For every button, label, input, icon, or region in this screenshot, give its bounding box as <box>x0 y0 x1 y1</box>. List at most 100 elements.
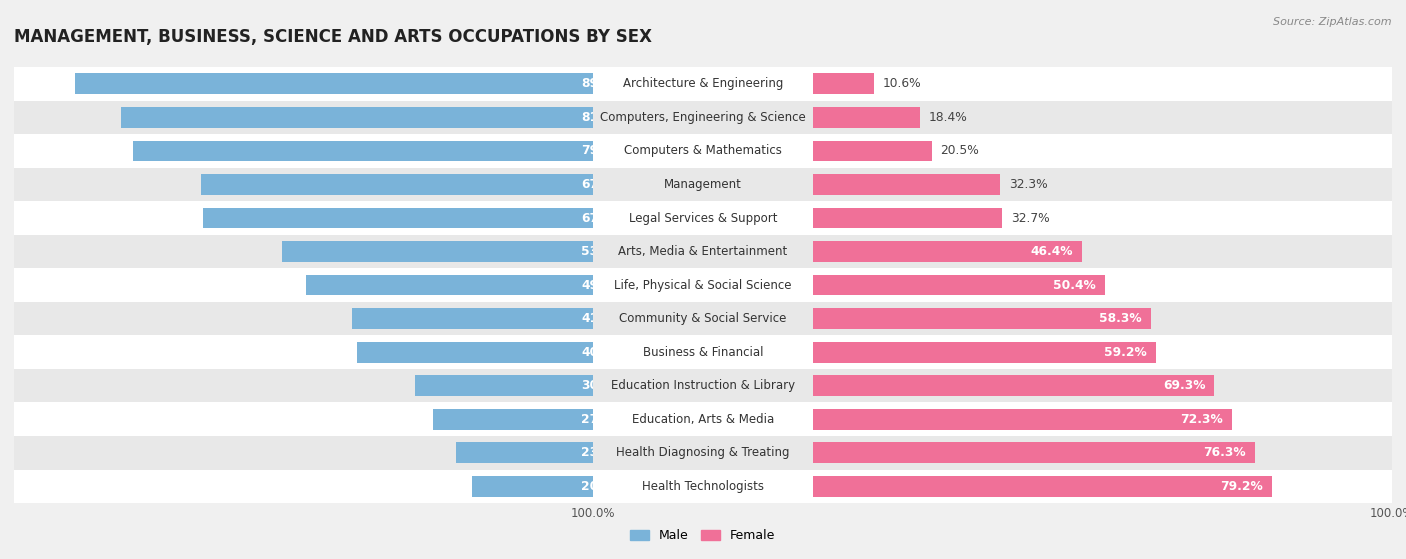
Bar <box>204 207 593 229</box>
Bar <box>456 442 593 463</box>
Bar <box>813 241 1081 262</box>
Text: 30.7%: 30.7% <box>582 379 624 392</box>
Bar <box>14 134 593 168</box>
Bar <box>593 168 813 201</box>
Bar <box>593 302 813 335</box>
Text: Arts, Media & Entertainment: Arts, Media & Entertainment <box>619 245 787 258</box>
Bar <box>593 201 813 235</box>
Bar <box>813 235 1392 268</box>
Text: 69.3%: 69.3% <box>1163 379 1205 392</box>
Bar <box>593 67 813 101</box>
Bar <box>14 101 593 134</box>
Bar <box>813 207 1002 229</box>
Bar <box>14 335 593 369</box>
Text: MANAGEMENT, BUSINESS, SCIENCE AND ARTS OCCUPATIONS BY SEX: MANAGEMENT, BUSINESS, SCIENCE AND ARTS O… <box>14 28 652 46</box>
Text: 89.4%: 89.4% <box>582 77 624 91</box>
Bar <box>357 342 593 363</box>
Text: 32.7%: 32.7% <box>1011 211 1050 225</box>
Bar <box>813 342 1156 363</box>
Bar <box>593 470 813 503</box>
Text: 58.3%: 58.3% <box>1099 312 1142 325</box>
Bar <box>201 174 593 195</box>
Bar <box>813 302 1392 335</box>
Bar <box>813 168 1392 201</box>
Bar <box>813 201 1392 235</box>
Bar <box>415 375 593 396</box>
Bar <box>121 107 593 128</box>
Text: Computers, Engineering & Science: Computers, Engineering & Science <box>600 111 806 124</box>
Text: 81.6%: 81.6% <box>582 111 624 124</box>
Bar <box>472 476 593 497</box>
Bar <box>14 470 593 503</box>
Text: Health Technologists: Health Technologists <box>643 480 763 493</box>
Text: Computers & Mathematics: Computers & Mathematics <box>624 144 782 158</box>
Bar <box>813 335 1392 369</box>
Bar <box>813 73 875 94</box>
Bar <box>813 436 1392 470</box>
Text: Business & Financial: Business & Financial <box>643 345 763 359</box>
Bar <box>593 335 813 369</box>
Bar <box>813 369 1392 402</box>
Text: 53.7%: 53.7% <box>582 245 624 258</box>
Bar <box>813 268 1392 302</box>
Bar <box>283 241 593 262</box>
Text: 18.4%: 18.4% <box>928 111 967 124</box>
Text: 40.8%: 40.8% <box>582 345 624 359</box>
Bar <box>14 67 593 101</box>
Text: Community & Social Service: Community & Social Service <box>619 312 787 325</box>
Bar <box>14 436 593 470</box>
Bar <box>813 470 1392 503</box>
Bar <box>593 134 813 168</box>
Bar <box>593 235 813 268</box>
Text: 10.6%: 10.6% <box>883 77 922 91</box>
Text: 67.7%: 67.7% <box>582 178 624 191</box>
Text: 76.3%: 76.3% <box>1204 446 1246 459</box>
Text: 20.9%: 20.9% <box>582 480 624 493</box>
Bar <box>593 402 813 436</box>
Text: Education Instruction & Library: Education Instruction & Library <box>612 379 794 392</box>
Bar <box>813 375 1215 396</box>
Bar <box>14 268 593 302</box>
Bar <box>307 274 593 296</box>
Text: 59.2%: 59.2% <box>1104 345 1147 359</box>
Text: 41.7%: 41.7% <box>582 312 624 325</box>
Bar <box>433 409 593 430</box>
Bar <box>813 442 1254 463</box>
Text: 46.4%: 46.4% <box>1031 245 1073 258</box>
Text: 32.3%: 32.3% <box>1008 178 1047 191</box>
Bar <box>14 201 593 235</box>
Text: Source: ZipAtlas.com: Source: ZipAtlas.com <box>1274 17 1392 27</box>
Bar <box>14 369 593 402</box>
Bar <box>813 140 932 162</box>
Bar <box>813 101 1392 134</box>
Text: Architecture & Engineering: Architecture & Engineering <box>623 77 783 91</box>
Text: 27.7%: 27.7% <box>582 413 624 426</box>
Text: 79.2%: 79.2% <box>1220 480 1263 493</box>
Bar <box>14 402 593 436</box>
Text: 67.3%: 67.3% <box>582 211 624 225</box>
Bar <box>14 168 593 201</box>
Text: Legal Services & Support: Legal Services & Support <box>628 211 778 225</box>
Bar <box>813 308 1150 329</box>
Bar <box>813 476 1271 497</box>
Text: Management: Management <box>664 178 742 191</box>
Text: 49.6%: 49.6% <box>582 278 624 292</box>
Bar <box>813 107 920 128</box>
Bar <box>352 308 593 329</box>
Text: 23.7%: 23.7% <box>582 446 624 459</box>
Bar <box>593 101 813 134</box>
Bar <box>132 140 593 162</box>
Text: Life, Physical & Social Science: Life, Physical & Social Science <box>614 278 792 292</box>
Bar <box>14 302 593 335</box>
Bar <box>813 409 1232 430</box>
Text: 20.5%: 20.5% <box>941 144 979 158</box>
Legend: Male, Female: Male, Female <box>626 524 780 547</box>
Text: 50.4%: 50.4% <box>1053 278 1097 292</box>
Bar <box>813 274 1105 296</box>
Bar <box>813 134 1392 168</box>
Bar <box>813 67 1392 101</box>
Text: Health Diagnosing & Treating: Health Diagnosing & Treating <box>616 446 790 459</box>
Bar <box>593 369 813 402</box>
Bar <box>593 268 813 302</box>
Bar <box>14 235 593 268</box>
